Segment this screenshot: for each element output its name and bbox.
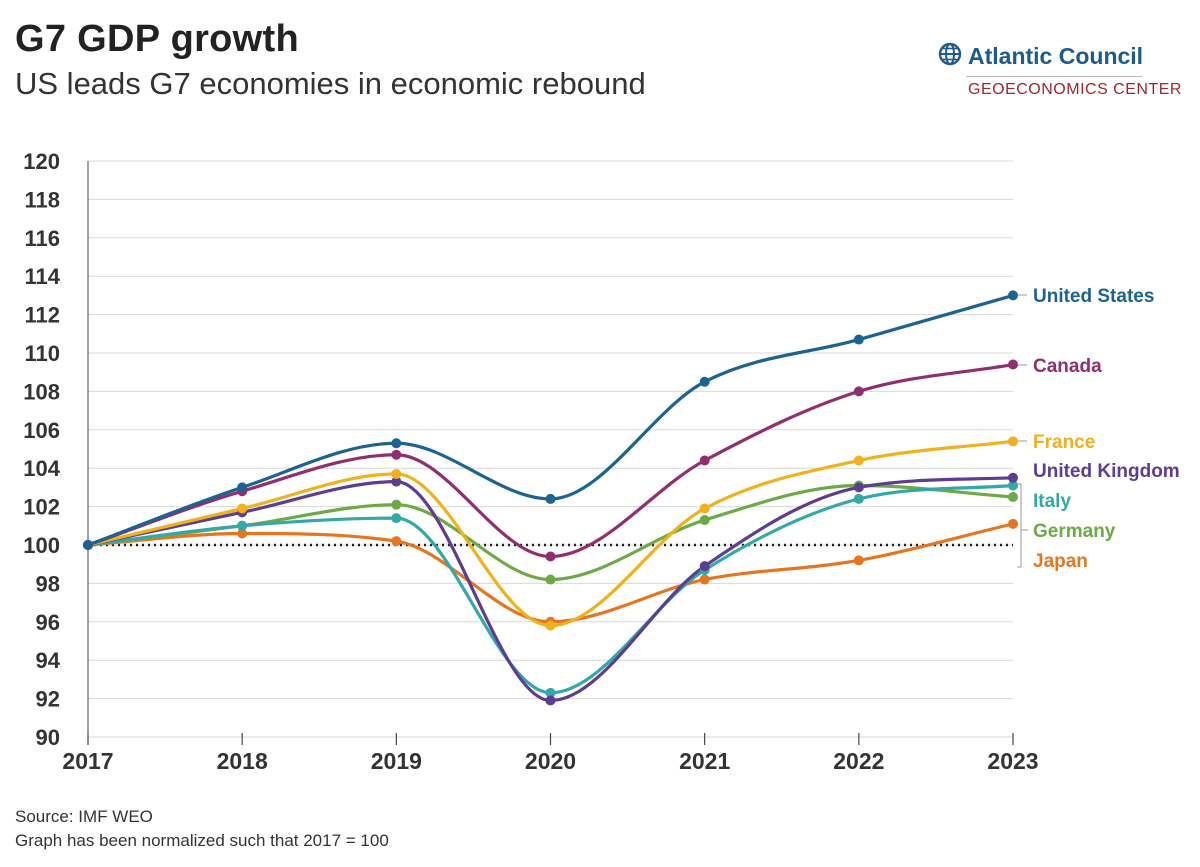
- series-label-france: France: [1033, 432, 1095, 453]
- chart-subtitle: US leads G7 economies in economic reboun…: [15, 66, 646, 101]
- x-tick-label: 2017: [62, 748, 113, 774]
- logo-brand-text: Atlantic Council: [968, 43, 1144, 69]
- series-label-japan: Japan: [1033, 551, 1088, 572]
- data-point-united-kingdom: [699, 561, 710, 572]
- data-point-germany: [1008, 492, 1018, 502]
- y-tick-label: 106: [23, 418, 60, 443]
- y-tick-label: 108: [23, 379, 60, 404]
- y-tick-label: 96: [36, 610, 60, 635]
- y-tick-label: 98: [36, 571, 60, 596]
- data-point-france: [699, 503, 710, 514]
- data-point-france: [545, 620, 556, 631]
- series-label-canada: Canada: [1033, 356, 1102, 377]
- y-axis: 90 92 94 96 98 100 102 104 106 108 110 112 114 116 118…: [23, 149, 89, 750]
- data-point-canada: [699, 455, 710, 466]
- logo-divider: [966, 76, 1142, 77]
- y-tick-label: 102: [23, 495, 60, 520]
- series-label-germany: Germany: [1033, 521, 1116, 542]
- y-tick-label: 118: [25, 187, 61, 212]
- y-tick-label: 90: [36, 725, 60, 750]
- series-line-japan: [86, 522, 1015, 624]
- y-tick-label: 110: [25, 341, 61, 366]
- data-point-united-kingdom: [1008, 472, 1018, 483]
- x-tick-label: 2023: [987, 748, 1038, 774]
- normalization-note: Graph has been normalized such that 2017…: [15, 831, 389, 850]
- y-tick-label: 114: [25, 264, 61, 289]
- footer: Source: IMF WEO Graph has been normalize…: [15, 805, 389, 853]
- logo-sub-text: GEOECONOMICS CENTER: [968, 81, 1182, 98]
- data-point-japan: [391, 536, 402, 547]
- series-label-united-kingdom: United Kingdom: [1033, 461, 1180, 482]
- data-point-japan: [853, 555, 864, 566]
- data-point-france: [391, 468, 402, 479]
- data-point-france: [237, 503, 248, 514]
- y-tick-label: 104: [23, 456, 60, 481]
- x-tick-label: 2018: [217, 748, 268, 774]
- data-point-italy: [237, 520, 248, 531]
- series-line-united-states: [86, 293, 1015, 547]
- y-tick-label: 112: [25, 303, 61, 328]
- data-point-japan: [1008, 518, 1018, 529]
- data-point-italy: [1008, 480, 1018, 491]
- data-point-united-states: [391, 438, 402, 449]
- data-point-united-states: [853, 334, 864, 345]
- data-point-united-kingdom: [391, 476, 402, 487]
- data-point-united-states: [545, 493, 556, 504]
- data-point-united-states: [699, 376, 710, 387]
- series-label-italy: Italy: [1033, 491, 1071, 512]
- data-point-germany: [545, 574, 556, 585]
- data-point-canada: [391, 449, 402, 460]
- data-point-italy: [391, 513, 402, 524]
- data-point-canada: [853, 386, 864, 397]
- y-tick-label: 94: [36, 648, 61, 673]
- gridlines: [88, 160, 1013, 738]
- source-note: Source: IMF WEO: [15, 807, 153, 826]
- data-point-japan: [699, 574, 710, 585]
- chart-title: G7 GDP growth: [15, 18, 300, 60]
- y-tick-label: 116: [25, 226, 61, 251]
- series-label-united-states: United States: [1033, 286, 1154, 307]
- series-lines: [83, 290, 1018, 706]
- data-point-united-kingdom: [545, 695, 556, 706]
- data-point-canada: [1008, 359, 1018, 370]
- x-tick-label: 2020: [525, 748, 576, 774]
- label-bracket: [1017, 483, 1022, 568]
- data-point-united-states: [237, 482, 248, 493]
- x-tick-label: 2022: [833, 748, 884, 774]
- data-point-italy: [545, 687, 556, 698]
- x-tick-label: 2019: [371, 748, 422, 774]
- data-point-france: [853, 455, 864, 466]
- y-tick-label: 92: [36, 687, 60, 712]
- data-point-france: [1008, 436, 1018, 447]
- data-point-japan: [237, 528, 248, 539]
- y-tick-label: 100: [23, 533, 60, 558]
- data-point-germany: [391, 499, 402, 510]
- data-point-united-states: [83, 540, 93, 550]
- data-point-united-states: [1008, 290, 1018, 301]
- atlantic-council-logo: Atlantic Council GEOECONOMICS CENTER: [938, 40, 1181, 102]
- data-point-united-kingdom: [853, 482, 864, 493]
- globe-icon: [938, 42, 962, 66]
- series-labels: United States Canada France United Kingdom I…: [1017, 286, 1180, 572]
- data-point-canada: [545, 551, 556, 562]
- y-tick-label: 120: [23, 149, 60, 174]
- x-axis: 2017 2018 2019 2020 2021 2022 2023: [62, 733, 1039, 774]
- data-point-italy: [853, 493, 864, 504]
- data-point-germany: [699, 515, 710, 526]
- x-tick-label: 2021: [679, 748, 730, 774]
